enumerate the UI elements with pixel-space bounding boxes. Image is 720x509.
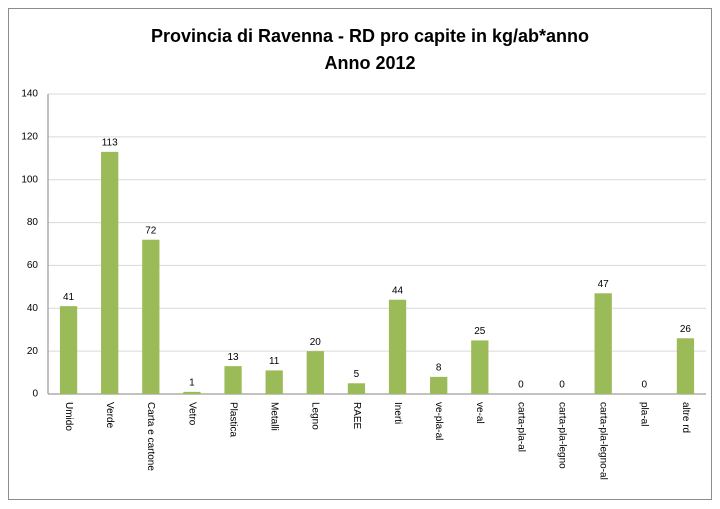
y-tick-label: 60 [27,260,39,271]
value-label: 47 [598,279,610,290]
x-tick-label: RAEE [351,402,362,430]
bar [306,351,324,394]
value-label: 20 [310,337,322,348]
bar [142,239,160,394]
x-tick-label: Metalli [269,402,280,431]
bar [594,293,612,394]
y-tick-label: 100 [21,174,38,185]
value-label: 41 [63,292,75,303]
value-label: 113 [102,137,118,148]
x-tick-label: carta-pla-legno [556,402,567,469]
value-label: 44 [392,285,404,296]
chart-title: Provincia di Ravenna - RD pro capite in … [151,26,589,46]
bar [430,376,448,394]
x-tick-label: Plastica [227,402,238,437]
value-label: 1 [189,377,195,388]
bar [224,366,242,394]
x-tick-label: Legno [310,402,321,430]
bar [388,299,407,394]
y-tick-label: 0 [32,389,38,400]
y-tick-label: 120 [21,131,38,142]
bar [183,391,201,394]
y-tick-label: 140 [21,89,38,100]
y-tick-label: 20 [27,346,39,357]
x-tick-label: altre rd [680,402,691,433]
value-label: 26 [680,324,692,335]
value-label: 72 [145,225,157,236]
value-label: 25 [474,326,486,337]
x-tick-label: ve-al [474,402,485,424]
value-label: 0 [559,380,565,391]
x-tick-label: ve-pla-al [433,402,444,440]
chart-subtitle: Anno 2012 [324,53,415,73]
value-label: 8 [436,362,442,373]
x-tick-label: pla-al [639,402,650,426]
bar [101,151,119,394]
y-tick-label: 40 [27,303,39,314]
x-tick-label: Umido [63,402,74,431]
bar [471,340,489,394]
bar [347,383,366,394]
value-label: 5 [354,369,360,380]
x-tick-label: Verde [104,402,115,429]
bar [265,370,283,394]
y-tick-label: 80 [27,217,39,228]
chart-frame [8,8,712,500]
value-label: 0 [518,380,524,391]
value-label: 13 [228,352,240,363]
bar [676,338,695,394]
value-label: 11 [269,356,280,367]
bar [59,306,78,394]
x-tick-label: carta-pla-al [515,402,526,452]
x-tick-label: carta-pla-legno-al [598,402,609,480]
x-tick-label: Carta e cartone [145,402,156,471]
value-label: 0 [642,380,648,391]
x-tick-label: Inerti [392,402,403,424]
x-tick-label: Vetro [186,402,197,426]
